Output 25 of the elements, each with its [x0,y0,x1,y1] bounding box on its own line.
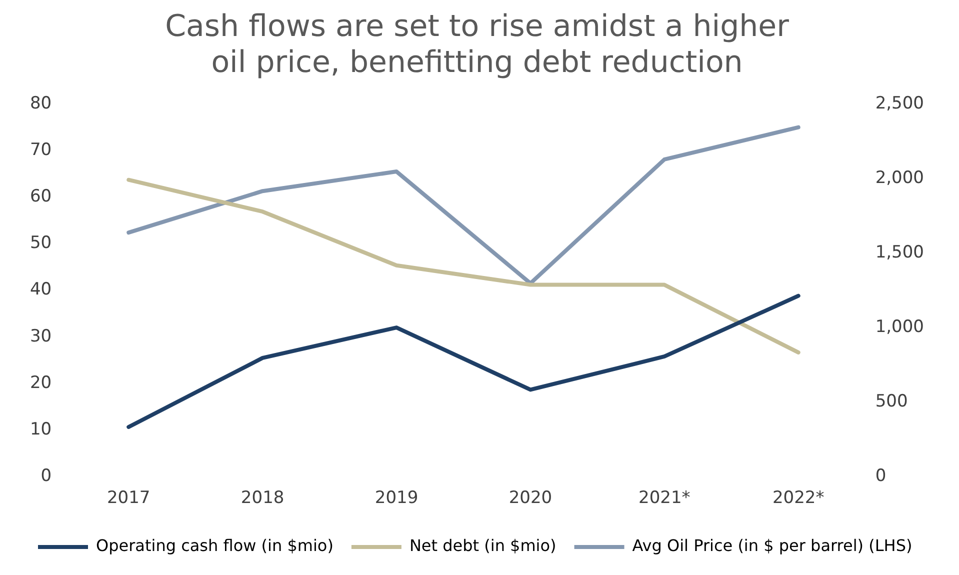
y-tick-label: 70 [30,140,52,160]
y-tick-label: 20 [30,372,52,393]
y2-tick-label: 2,000 [875,168,924,188]
y-tick-label: 30 [30,326,52,346]
legend-label: Operating cash flow (in $mio) [96,536,334,556]
chart-title: Cash flows are set to rise amidst a higher oil price, benefitting debt reduction [165,8,790,80]
x-tick-label: 2022* [772,488,824,508]
legend-label: Avg Oil Price (in $ per barrel) (LHS) [632,536,912,556]
x-tick-label: 2021* [638,488,690,508]
y-tick-label: 10 [30,419,52,440]
y-tick-label: 60 [30,186,52,207]
y2-tick-label: 500 [875,392,908,412]
y2-tick-label: 0 [875,466,886,486]
x-tick-label: 2020 [508,488,552,508]
x-tick-label: 2019 [374,488,418,508]
legend-label: Net debt (in $mio) [409,536,556,556]
y-tick-label: 40 [30,280,52,300]
y-tick-label: 0 [40,466,52,486]
y2-tick-label: 1,000 [875,316,924,337]
x-tick-label: 2017 [106,488,150,508]
y2-tick-label: 2,500 [875,93,924,114]
x-tick-label: 2018 [240,488,284,508]
y2-tick-label: 1,500 [875,242,924,262]
y-tick-label: 50 [30,233,52,254]
y-tick-label: 80 [30,93,52,114]
